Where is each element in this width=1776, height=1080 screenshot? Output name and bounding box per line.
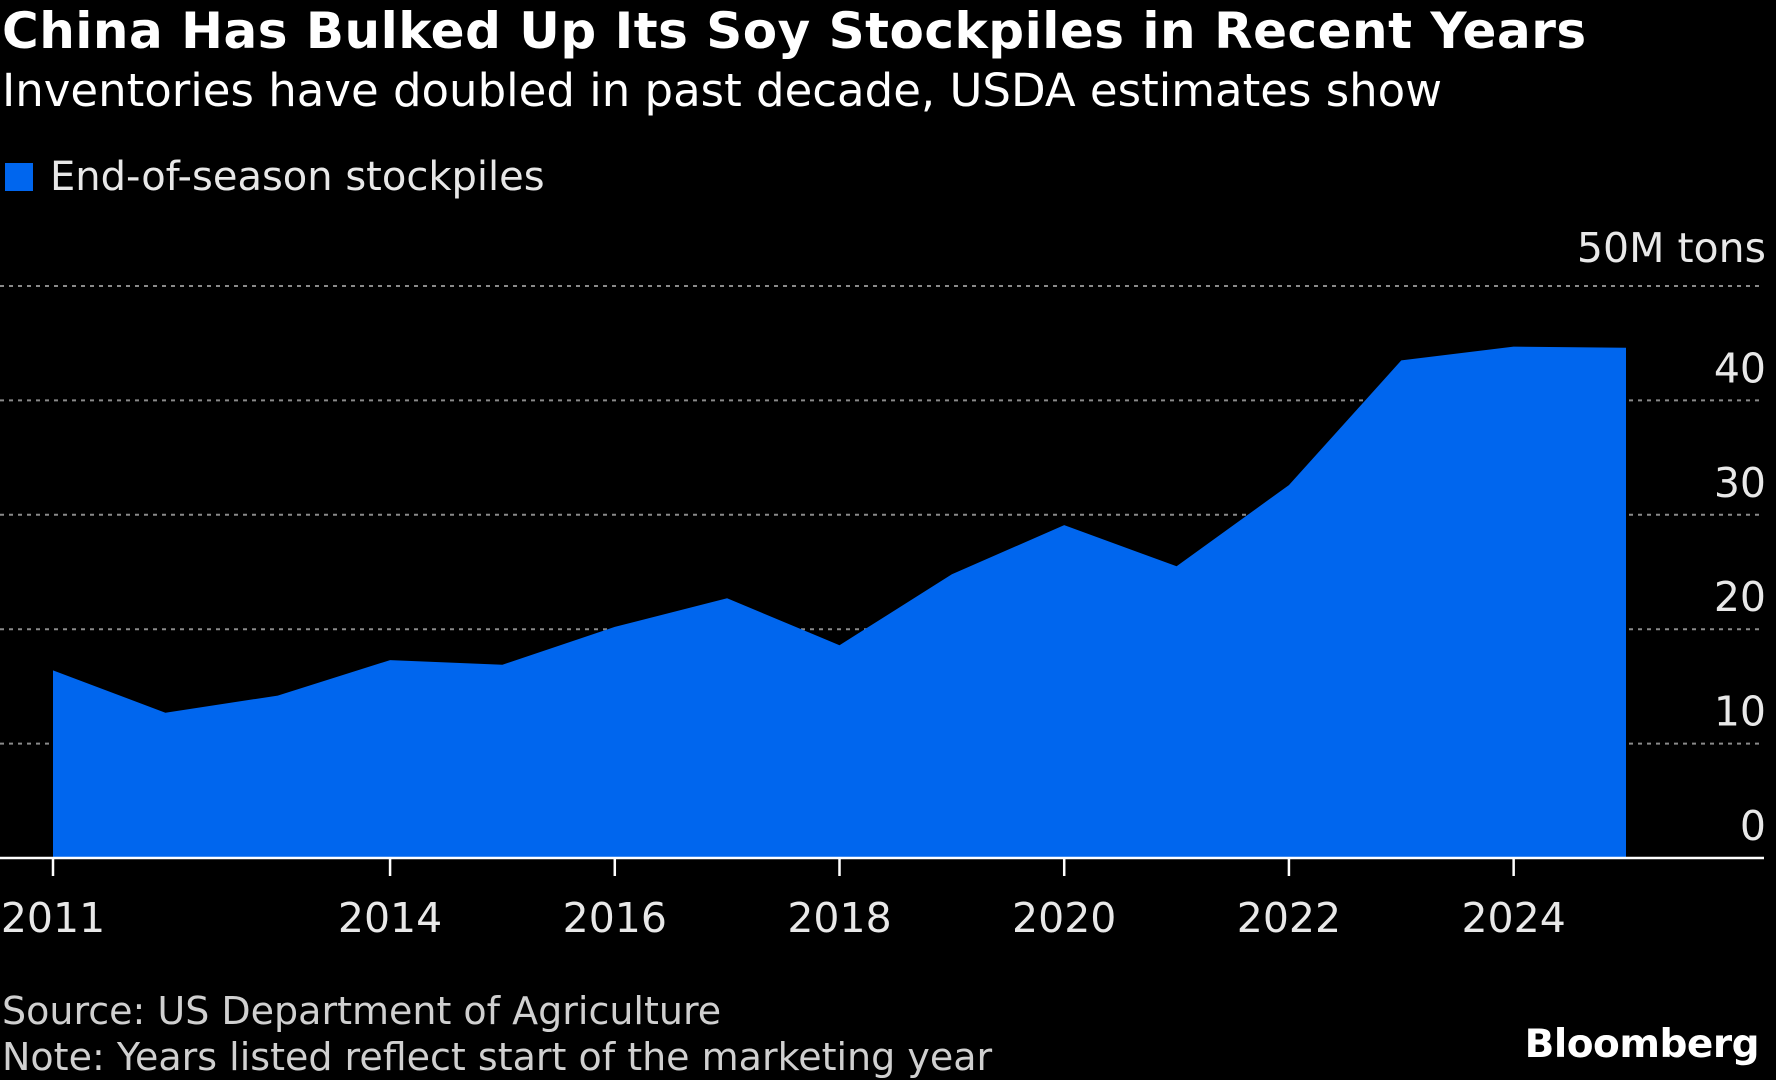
bloomberg-logo: Bloomberg xyxy=(1524,1022,1760,1067)
x-tick-label-2022: 2022 xyxy=(1237,894,1341,942)
area-layer xyxy=(53,346,1626,858)
legend-label: End-of-season stockpiles xyxy=(50,154,545,200)
x-tick-label-2018: 2018 xyxy=(787,894,891,942)
x-tick-label-2011: 2011 xyxy=(1,894,105,942)
stockpile-area xyxy=(53,346,1626,858)
legend: End-of-season stockpiles xyxy=(5,152,545,202)
x-tick-label-layer: 2011 2014 2016 2018 2020 2022 2024 xyxy=(1,894,1566,942)
y-tick-label-0: 0 xyxy=(1740,802,1766,850)
note-text: Note: Years listed reflect start of the … xyxy=(2,1035,993,1079)
y-tick-label-20: 20 xyxy=(1714,573,1766,621)
x-tick-label-2024: 2024 xyxy=(1461,894,1565,942)
x-tick-label-2020: 2020 xyxy=(1012,894,1116,942)
axis-layer xyxy=(0,856,1764,876)
y-unit-label: 50M tons xyxy=(1577,224,1766,272)
source-note: Source: US Department of Agriculture Not… xyxy=(2,988,992,1080)
source-text: Source: US Department of Agriculture xyxy=(2,989,722,1033)
y-tick-label-30: 30 xyxy=(1714,459,1766,507)
legend-swatch xyxy=(5,163,33,191)
chart-title: China Has Bulked Up Its Soy Stockpiles i… xyxy=(2,2,1587,60)
chart-subtitle: Inventories have doubled in past decade,… xyxy=(2,64,1442,117)
x-tick-label-2016: 2016 xyxy=(563,894,667,942)
y-tick-label-10: 10 xyxy=(1714,688,1766,736)
y-tick-label-layer: 0 10 20 30 40 50M tons xyxy=(1577,224,1766,850)
x-tick-label-2014: 2014 xyxy=(338,894,442,942)
y-tick-label-40: 40 xyxy=(1714,344,1766,392)
